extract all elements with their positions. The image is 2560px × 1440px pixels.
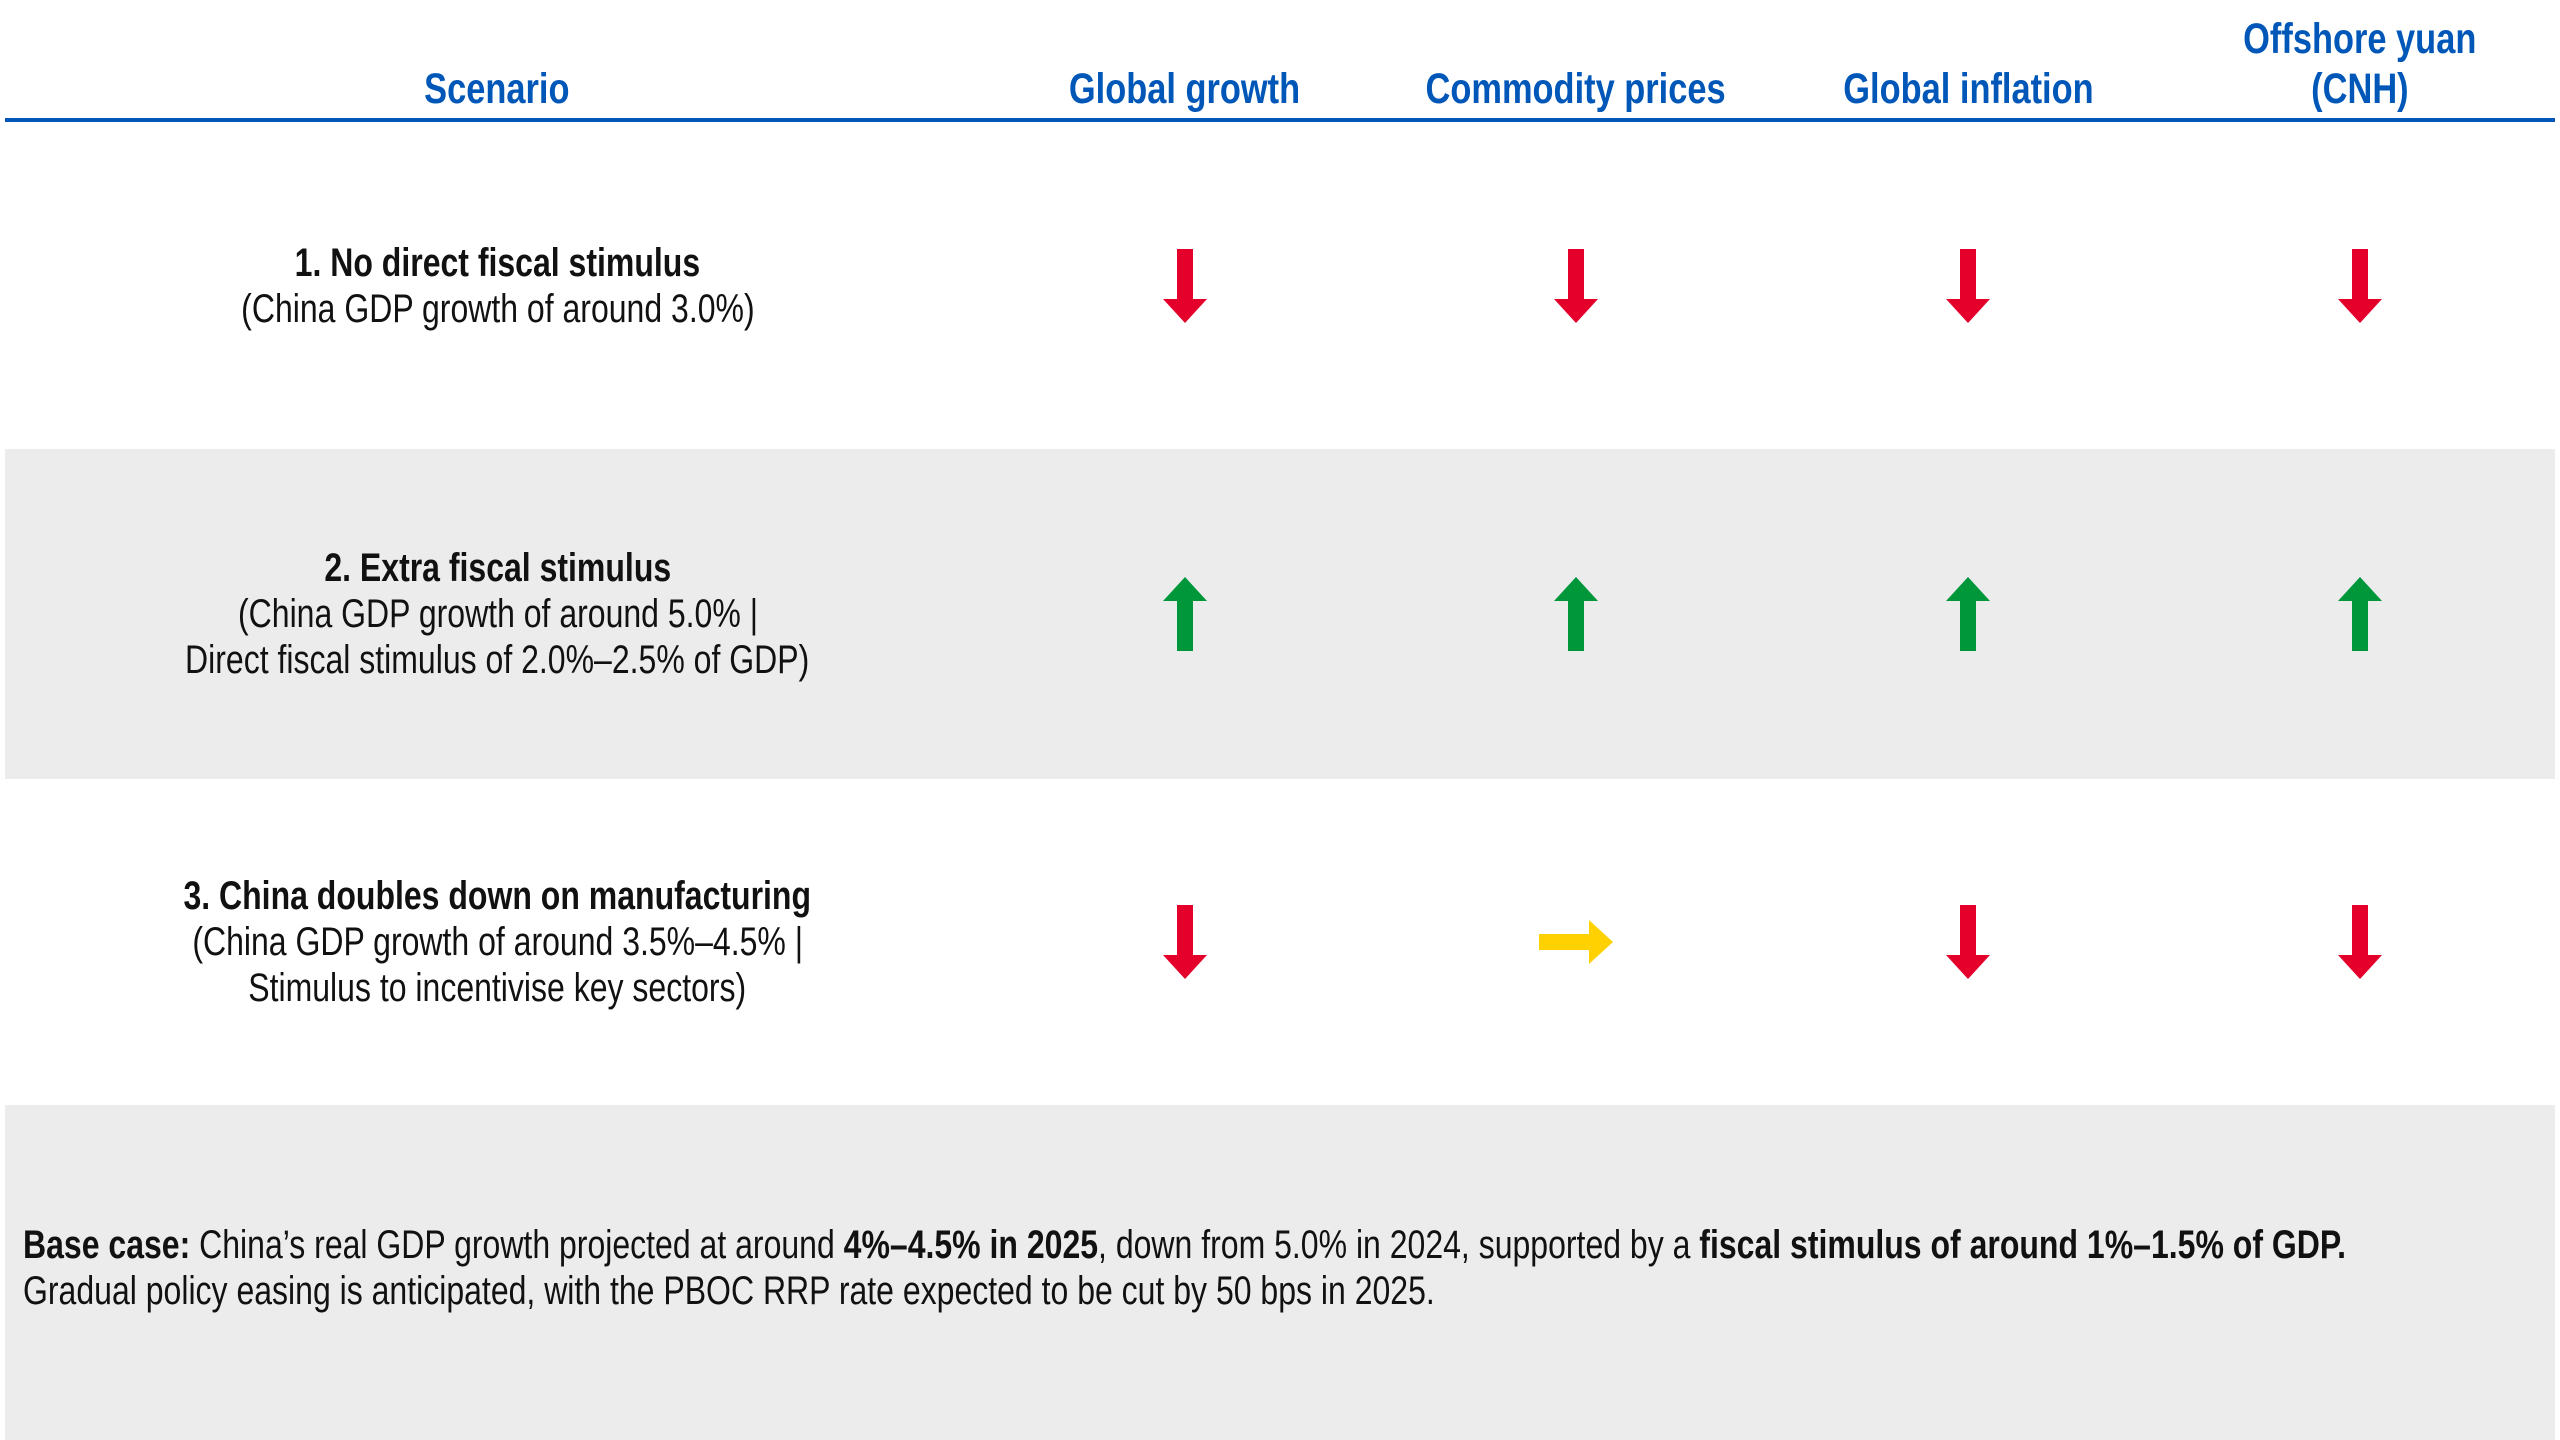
header-rule xyxy=(5,118,2555,122)
scenario-row-1: 1. No direct fiscal stimulus (China GDP … xyxy=(5,122,2555,449)
base-case-panel xyxy=(5,1105,2555,1440)
arrow-down-icon xyxy=(1163,905,1207,979)
arrow-down-icon xyxy=(1946,905,1990,979)
scenario-title: 3. China doubles down on manufacturing xyxy=(183,874,812,918)
arrow-down-icon xyxy=(2338,905,2382,979)
arrow-down-icon xyxy=(1554,249,1598,323)
scenario-detail: (China GDP growth of around 3.5%–4.5% | xyxy=(192,920,803,964)
scenario-title: 2. Extra fiscal stimulus xyxy=(324,546,671,590)
arrow-down-icon xyxy=(2338,249,2382,323)
arrow-down-icon xyxy=(1946,249,1990,323)
scenario-detail: Stimulus to incentivise key sectors) xyxy=(248,966,747,1010)
scenario-detail: Direct fiscal stimulus of 2.0%–2.5% of G… xyxy=(185,638,810,682)
arrow-right-icon xyxy=(1539,920,1613,964)
arrow-up-icon xyxy=(2338,577,2382,651)
header-scenario: Scenario xyxy=(424,65,570,113)
arrow-up-icon xyxy=(1946,577,1990,651)
arrow-up-icon xyxy=(1554,577,1598,651)
arrow-down-icon xyxy=(1163,249,1207,323)
scenario-detail: (China GDP growth of around 3.0%) xyxy=(240,286,755,331)
arrow-up-icon xyxy=(1163,577,1207,651)
scenario-row-3: 3. China doubles down on manufacturing (… xyxy=(5,779,2555,1105)
header-offshore-yuan: Offshore yuan (CNH) xyxy=(2243,15,2477,113)
scenario-title: 1. No direct fiscal stimulus xyxy=(294,240,701,285)
scenario-detail: (China GDP growth of around 5.0% | xyxy=(237,592,758,636)
header-global-inflation: Global inflation xyxy=(1842,65,2094,113)
base-case-text: Base case: China’s real GDP growth proje… xyxy=(23,1223,2346,1313)
header-global-growth: Global growth xyxy=(1069,65,1301,113)
header-commodity-prices: Commodity prices xyxy=(1425,65,1727,113)
scenario-row-2: 2. Extra fiscal stimulus (China GDP grow… xyxy=(5,449,2555,779)
